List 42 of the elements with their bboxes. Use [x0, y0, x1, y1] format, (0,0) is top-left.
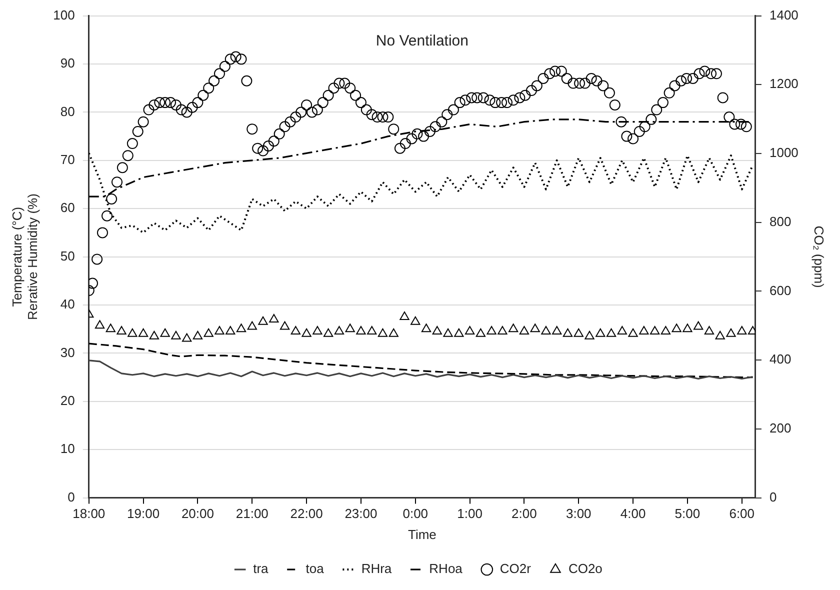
legend-label: toa	[306, 561, 325, 576]
legend-label: RHra	[361, 561, 392, 576]
x-axis-title: Time	[408, 526, 436, 542]
legend-label: tra	[253, 561, 270, 576]
y-tick-label: 60	[60, 200, 75, 216]
y-tick-label: 10	[60, 441, 75, 456]
y-axis-title: Temperature (°C) Rerative Humidity (%)	[9, 194, 40, 320]
legend-label: CO2r	[500, 561, 532, 576]
y2-tick-label: 1200	[769, 76, 798, 92]
x-tick-label: 23:00	[344, 506, 378, 522]
x-tick-label: 1:00	[457, 506, 482, 522]
x-tick-label: 21:00	[236, 506, 268, 522]
x-tick-label: 5:00	[674, 506, 700, 522]
y-tick-label: 40	[60, 296, 75, 312]
y2-tick-label: 200	[769, 420, 792, 436]
legend-label: CO2o	[568, 561, 602, 576]
y2-tick-label: 1000	[769, 145, 798, 160]
y-tick-label: 0	[68, 489, 75, 504]
x-tick-label: 3:00	[566, 506, 592, 522]
x-tick-label: 20:00	[181, 506, 214, 522]
y-tick-label: 50	[60, 248, 75, 264]
y-tick-label: 30	[60, 344, 75, 360]
y2-tick-label: 400	[769, 352, 792, 367]
x-tick-label: 4:00	[620, 506, 646, 522]
y2-tick-label: 1400	[769, 7, 798, 22]
x-tick-label: 19:00	[127, 506, 160, 522]
legend-label: RHoa	[429, 561, 464, 576]
y-tick-label: 90	[60, 56, 75, 71]
x-tick-label: 6:00	[729, 506, 755, 522]
x-tick-label: 0:00	[402, 506, 428, 522]
y2-tick-label: 600	[769, 282, 792, 298]
y-tick-label: 100	[53, 7, 75, 22]
y-tick-label: 20	[60, 392, 75, 408]
annotation: No Ventilation	[376, 32, 468, 50]
y2-axis-title: CO₂ (ppm)	[812, 226, 827, 288]
y2-tick-label: 800	[769, 214, 792, 229]
x-tick-label: 22:00	[290, 506, 323, 522]
y-tick-label: 80	[60, 104, 75, 119]
y2-tick-label: 0	[769, 489, 777, 504]
x-tick-label: 2:00	[512, 506, 537, 522]
y-tick-label: 70	[60, 152, 75, 167]
x-tick-label: 18:00	[72, 506, 106, 522]
